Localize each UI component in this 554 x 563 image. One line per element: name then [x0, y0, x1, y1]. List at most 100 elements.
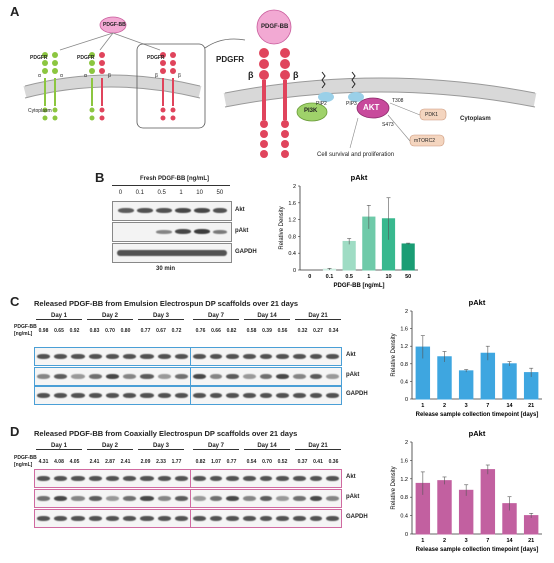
x-tick-label: 1: [367, 274, 370, 280]
blot-band: [54, 374, 68, 379]
akt-output-arrow: [349, 117, 359, 149]
blot-band: [140, 476, 154, 481]
lane-label: 50: [216, 190, 224, 196]
blot-band: [37, 374, 51, 379]
conc-label-line: PDGF-BB: [14, 455, 37, 461]
y-tick-label: 1.2: [400, 477, 408, 483]
x-tick-label: 2: [443, 538, 446, 544]
blot-band: [259, 496, 273, 501]
pip3-label: PIP3: [346, 101, 357, 107]
panel-c-title: Released PDGF-BB from Emulsion Electrosp…: [34, 299, 299, 308]
blot-band: [243, 476, 256, 481]
row-label-pakt: pAkt: [346, 372, 360, 378]
blot-akt-left: [34, 469, 191, 488]
blot-band: [293, 476, 306, 481]
alpha-label-1: α: [38, 73, 41, 79]
blot-gapdh-right: [190, 509, 342, 528]
bar: [401, 243, 415, 271]
pip2-lipid: [321, 71, 326, 89]
blot-band: [105, 354, 120, 359]
blot-band: [326, 354, 339, 359]
pdgf-bb-large: [256, 9, 292, 45]
y-tick-label: 0: [405, 397, 408, 403]
day-header: Day 21: [295, 313, 341, 320]
concentration-value: 2.09: [140, 459, 151, 465]
day-header: Day 1: [36, 313, 82, 320]
blot-band: [193, 374, 206, 379]
row-label-pakt: pAkt: [235, 228, 249, 234]
blot-band: [123, 393, 137, 398]
blot-band: [209, 476, 223, 481]
concentration-value: 1.07: [211, 459, 221, 465]
chart-b: pAkt 0 0.4 0.8 1.2 1.6 2 0 0.1 0.5 1 10 50 PDGF-BB [n…: [279, 173, 418, 289]
blot-band: [71, 374, 85, 379]
chart-title: pAkt: [469, 429, 486, 438]
pdgfr-label-3: PDGFR: [147, 55, 165, 61]
blot-pakt-left: [34, 489, 191, 508]
y-axis-label: Relative Density: [279, 206, 285, 249]
x-tick-label: 3: [465, 538, 468, 544]
blot-band: [123, 496, 137, 501]
y-tick-label: 0: [405, 532, 408, 538]
blot-band: [71, 476, 85, 481]
blot-band: [293, 374, 306, 379]
bar: [342, 240, 356, 271]
pdk1-label: PDK1: [425, 112, 439, 118]
blot-gapdh-left: [34, 386, 191, 405]
pdgfr-large-label: PDGFR: [216, 55, 244, 64]
conc-label-line: PDGF-BB: [14, 324, 37, 330]
concentration-value: 0.77: [226, 459, 237, 465]
concentration-value: 0.58: [246, 328, 257, 334]
blot-band: [157, 476, 171, 481]
receptor-bb: [160, 52, 176, 121]
blot-band: [326, 496, 339, 501]
blot-band: [309, 374, 323, 379]
blot-akt-left: [34, 347, 191, 366]
beta-large-2: β: [293, 70, 299, 80]
x-tick-label: 50: [405, 274, 411, 280]
pdgfr-label-1: PDGFR: [30, 55, 48, 61]
blot-band: [276, 496, 289, 501]
mtorc2-box: [409, 134, 445, 147]
zoom-arrow: [204, 38, 246, 49]
akt-label: AKT: [363, 103, 380, 112]
lane-label: 0.1: [135, 190, 144, 196]
x-axis-label: Release sample collection timepoint [day…: [416, 547, 539, 553]
row-label-pakt: pAkt: [346, 494, 360, 500]
pdgf-bb-small: [59, 16, 161, 51]
blot-akt-right: [190, 469, 342, 488]
blot-band: [193, 496, 206, 501]
day-header: Day 3: [138, 313, 184, 320]
row-label-akt: Akt: [346, 474, 356, 480]
blot-b-akt: [112, 201, 232, 221]
blot-band: [293, 496, 306, 501]
blot-band: [37, 476, 51, 481]
highlight-box: [136, 43, 206, 129]
blot-band: [71, 393, 85, 398]
y-tick-label: 1.6: [288, 201, 296, 207]
concentration-value: 0.76: [195, 328, 206, 334]
blot-band: [105, 516, 120, 521]
lane-label: 0: [118, 190, 123, 196]
y-axis-label: Relative Density: [391, 466, 397, 509]
concentration-value: 0.98: [38, 328, 49, 334]
blot-band: [140, 374, 154, 379]
blot-band: [37, 496, 51, 501]
panel-b-header: Fresh PDGF-BB [ng/mL]: [140, 176, 209, 182]
blot-band: [243, 393, 256, 398]
blot-band: [276, 374, 289, 379]
blot-band: [293, 393, 306, 398]
blot-band: [193, 516, 206, 521]
concentration-value: 1.77: [171, 459, 182, 465]
blot-band: [243, 354, 256, 359]
blot-band: [71, 354, 85, 359]
bar: [480, 469, 496, 535]
x-tick-label: 0.5: [345, 274, 353, 280]
blot-band: [174, 374, 188, 379]
beta-label-3: β: [178, 73, 181, 79]
pdgf-bb-small-label: PDGF-BB: [103, 22, 126, 28]
x-axis-label: Release sample collection timepoint [day…: [416, 412, 539, 418]
row-label-gapdh: GAPDH: [235, 249, 257, 255]
